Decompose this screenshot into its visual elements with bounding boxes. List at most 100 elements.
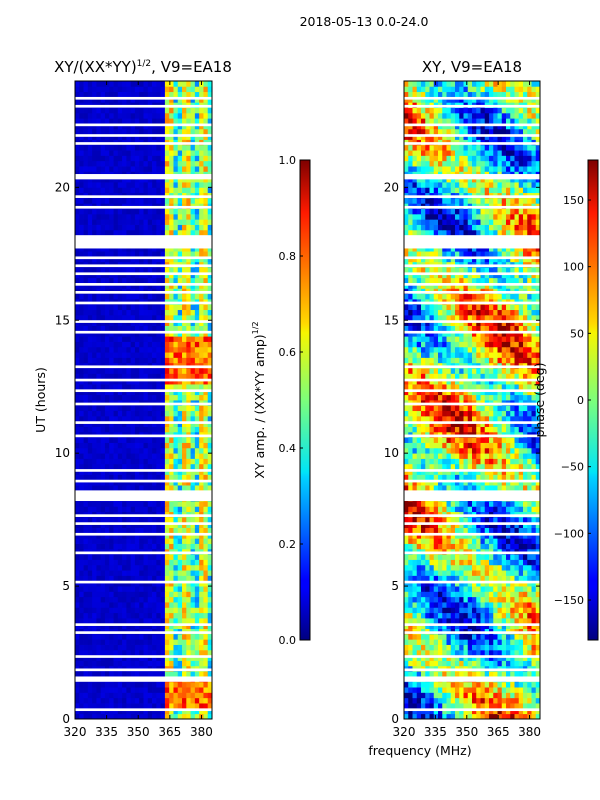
heatmap-cell	[139, 272, 144, 279]
heatmap-cell	[164, 437, 170, 443]
heatmap-cell	[514, 559, 520, 566]
heatmap-cell	[203, 112, 209, 119]
heatmap-cell	[113, 543, 119, 550]
heatmap-cell	[152, 543, 157, 550]
heatmap-cell	[147, 426, 153, 433]
heatmap-cell	[96, 224, 102, 231]
heatmap-cell	[96, 453, 102, 459]
heatmap-cell	[147, 575, 153, 582]
heatmap-cell	[501, 655, 507, 661]
heatmap-cell	[79, 617, 84, 624]
heatmap-cell	[75, 453, 80, 459]
heatmap-cell	[207, 447, 212, 454]
heatmap-cell	[173, 267, 179, 273]
heatmap-cell	[147, 346, 153, 353]
heatmap-cell	[177, 501, 183, 507]
heatmap-cell	[126, 697, 132, 704]
heatmap-cell	[113, 532, 119, 539]
heatmap-cell	[164, 426, 170, 433]
heatmap-cell	[75, 197, 80, 204]
heatmap-cell	[506, 639, 511, 645]
heatmap-cell	[186, 474, 191, 481]
heatmap-cell	[104, 96, 110, 103]
heatmap-cell	[113, 389, 119, 396]
heatmap-cell	[164, 713, 170, 719]
heatmap-cell	[164, 527, 170, 534]
heatmap-cell	[130, 150, 136, 156]
heatmap-cell	[152, 112, 157, 119]
heatmap-cell	[117, 314, 123, 321]
heatmap-cell	[104, 713, 110, 719]
heatmap-cell	[510, 633, 515, 640]
heatmap-cell	[169, 283, 174, 289]
heatmap-cell	[177, 304, 183, 311]
heatmap-cell	[484, 713, 490, 719]
heatmap-cell	[182, 485, 187, 491]
heatmap-cell	[177, 256, 183, 263]
heatmap-cell	[203, 91, 209, 98]
heatmap-cell	[459, 639, 464, 645]
heatmap-cell	[177, 617, 183, 624]
heatmap-cell	[87, 607, 93, 614]
heatmap-cell	[143, 527, 149, 534]
heatmap-cell	[147, 463, 153, 470]
heatmap-cell	[87, 256, 93, 263]
heatmap-cell	[152, 623, 157, 630]
heatmap-cell	[194, 580, 200, 587]
heatmap-cell	[518, 591, 524, 598]
heatmap-cell	[126, 224, 132, 231]
heatmap-cell	[190, 224, 196, 231]
heatmap-cell	[169, 458, 174, 465]
heatmap-cell	[139, 713, 144, 719]
heatmap-cell	[459, 708, 464, 715]
heatmap-cell	[160, 320, 166, 326]
heatmap-cell	[139, 617, 144, 624]
heatmap-cell	[497, 644, 503, 651]
heatmap-cell	[109, 506, 114, 513]
heatmap-cell	[117, 378, 123, 385]
heatmap-cell	[100, 692, 106, 699]
heatmap-cell	[199, 213, 204, 220]
heatmap-cell	[130, 368, 136, 374]
heatmap-cell	[190, 229, 196, 236]
heatmap-cell	[433, 681, 439, 688]
heatmap-cell	[104, 543, 110, 550]
heatmap-cell	[463, 633, 469, 640]
heatmap-cell	[169, 687, 174, 693]
heatmap-cell	[207, 506, 212, 513]
heatmap-cell	[173, 245, 179, 252]
heatmap-cell	[75, 166, 80, 172]
heatmap-cell	[186, 532, 191, 539]
heatmap-cell	[199, 458, 204, 465]
heatmap-cell	[510, 591, 515, 598]
heatmap-cell	[113, 617, 119, 624]
heatmap-cell	[104, 554, 110, 560]
heatmap-cell	[122, 623, 127, 630]
heatmap-cell	[203, 469, 209, 475]
heatmap-cell	[87, 208, 93, 215]
heatmap-cell	[467, 564, 473, 571]
heatmap-cell	[152, 639, 157, 645]
heatmap-cell	[83, 570, 89, 576]
heatmap-cell	[450, 596, 456, 603]
heatmap-cell	[100, 118, 106, 124]
heatmap-cell	[87, 713, 93, 719]
heatmap-cell	[104, 394, 110, 401]
heatmap-cell	[455, 639, 460, 645]
heatmap-cell	[438, 639, 443, 645]
heatmap-cell	[83, 267, 89, 273]
heatmap-cell	[182, 639, 187, 645]
heatmap-cell	[134, 612, 140, 619]
heatmap-cell	[489, 602, 494, 608]
heatmap-cell	[139, 485, 144, 491]
heatmap-cell	[152, 277, 157, 284]
heatmap-cell	[203, 612, 209, 619]
heatmap-cell	[122, 639, 127, 645]
heatmap-cell	[100, 394, 106, 401]
heatmap-cell	[139, 219, 144, 225]
amplitude-colorbar-gradient	[299, 159, 311, 641]
heatmap-cell	[182, 644, 187, 651]
heatmap-cell	[194, 144, 200, 151]
heatmap-cell	[442, 591, 447, 598]
heatmap-cell	[408, 713, 413, 719]
